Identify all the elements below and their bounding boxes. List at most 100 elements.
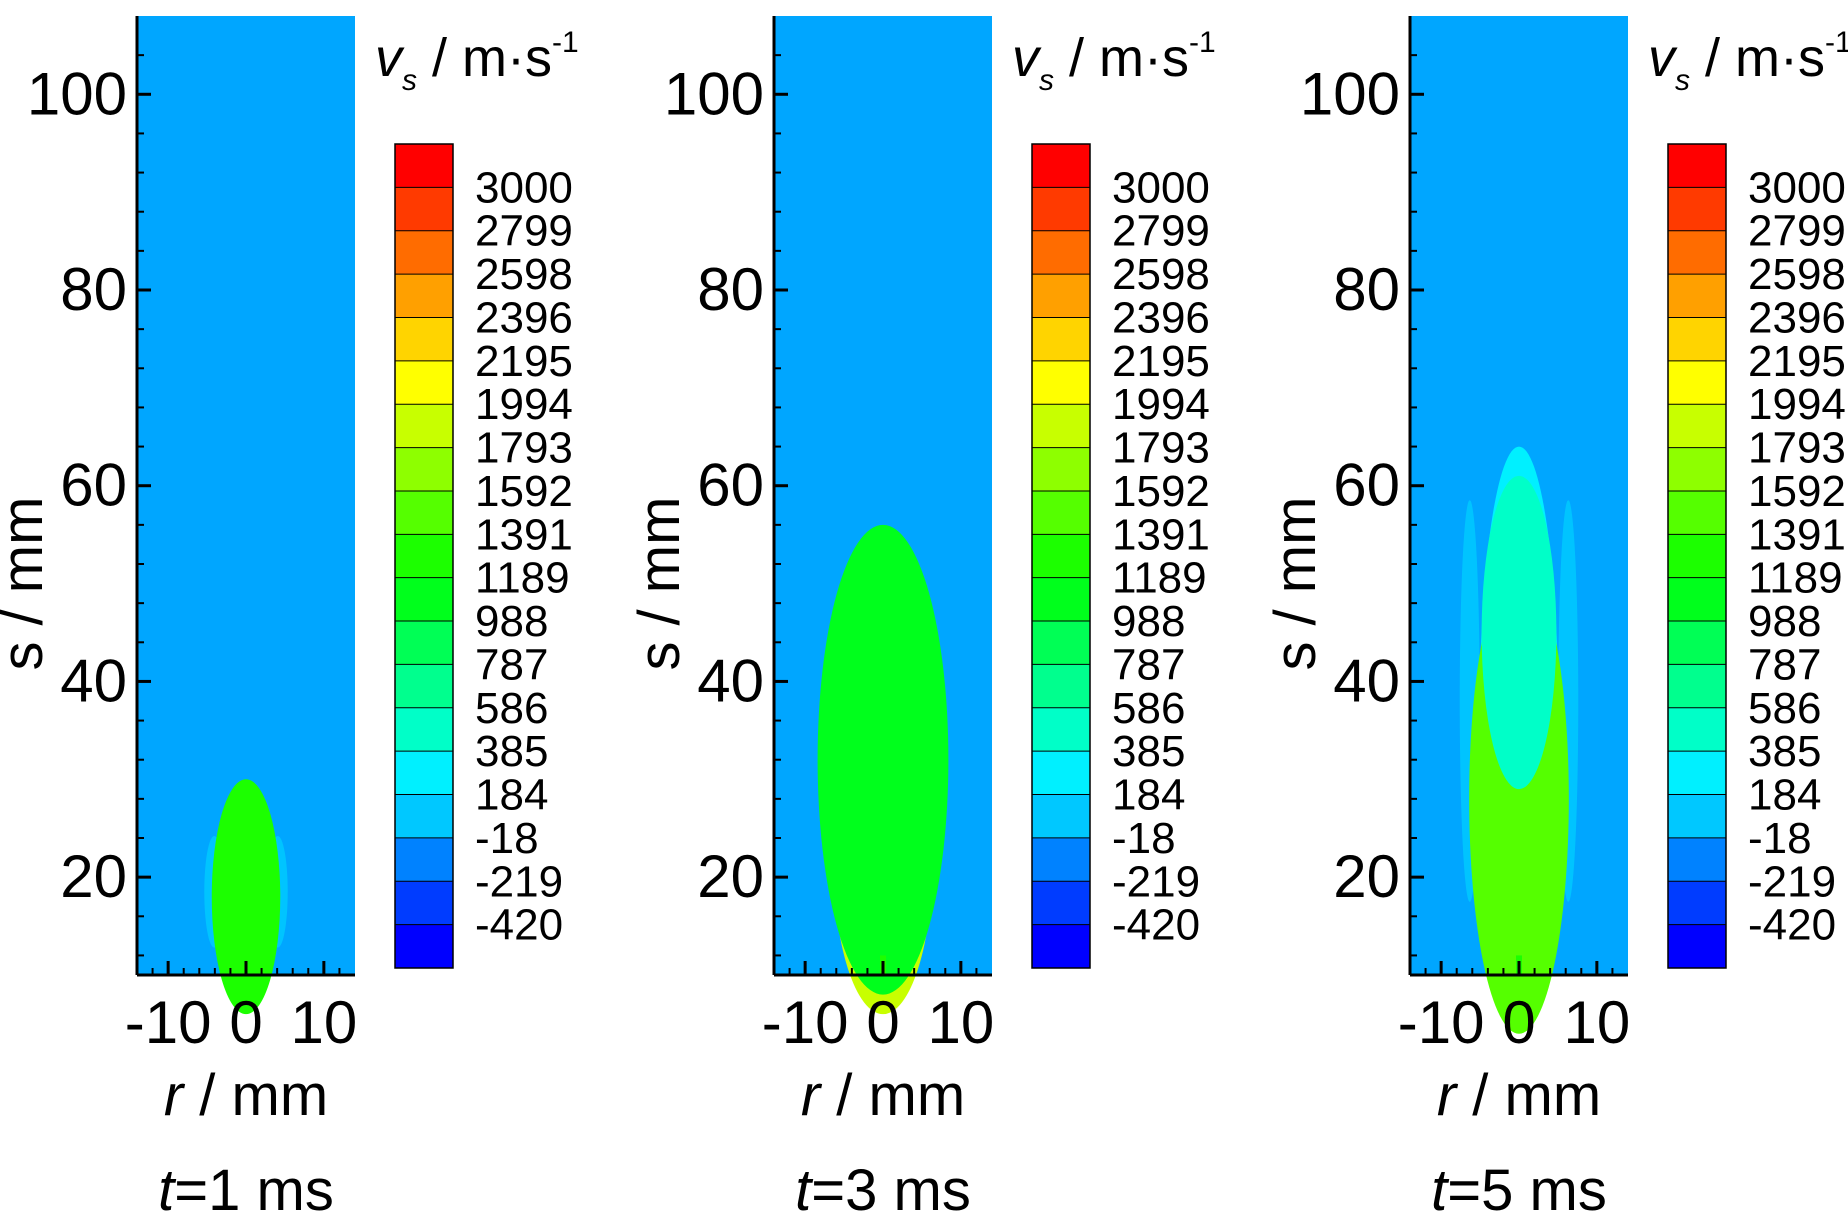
colorbar-level-label: -420 (475, 901, 563, 950)
colorbar-swatch (1032, 751, 1090, 796)
colorbar-swatch (395, 274, 453, 318)
colorbar-title: vs / m·s-1 (1012, 26, 1216, 97)
x-tick-label: 10 (1563, 989, 1630, 1056)
colorbar-swatch (1032, 490, 1090, 535)
colorbar-level-label: 184 (1112, 771, 1185, 820)
colorbar-swatch (1032, 230, 1090, 275)
colorbar-title-var: v (1648, 28, 1678, 88)
colorbar-swatch (395, 621, 453, 665)
y-tick-label: 20 (697, 843, 764, 910)
colorbar-swatch (1032, 881, 1090, 926)
y-tick-label: 60 (697, 452, 764, 519)
y-axis-title: s / mm (1263, 497, 1328, 671)
colorbar-swatch (1668, 317, 1726, 362)
colorbar-swatch (1032, 404, 1090, 449)
colorbar-swatch (1668, 881, 1726, 926)
colorbar-swatch (1668, 404, 1726, 449)
colorbar-level-label: 2195 (1748, 337, 1846, 386)
panel-caption: t=1 ms (158, 1158, 334, 1216)
colorbar-level-label: 2195 (475, 337, 573, 386)
colorbar-swatch (1668, 447, 1726, 492)
colorbar-swatch (395, 751, 453, 796)
colorbar-swatch (1032, 924, 1090, 969)
y-tick-label: 100 (1300, 60, 1400, 127)
y-tick-label: 20 (1333, 843, 1400, 910)
colorbar-level-label: 1994 (1748, 380, 1846, 429)
colorbar-level-label: 586 (1748, 684, 1821, 733)
colorbar-title-unit: / m·s (1054, 28, 1189, 88)
colorbar-title-unit: / m·s (417, 28, 552, 88)
colorbar-swatch (1032, 274, 1090, 318)
colorbar-swatch (1032, 707, 1090, 752)
colorbar-swatch (1032, 187, 1090, 232)
x-axis-title: r / mm (164, 1063, 328, 1128)
colorbar-level-label: -18 (475, 814, 539, 863)
colorbar-level-label: 2598 (475, 250, 573, 299)
colorbar-swatch (395, 230, 453, 275)
y-axis-title: s / mm (0, 497, 55, 671)
colorbar-level-label: 385 (1748, 727, 1821, 776)
colorbar-swatch (1668, 360, 1726, 405)
colorbar-swatch (1032, 577, 1090, 622)
x-axis-title-var: r (1437, 1063, 1459, 1128)
y-tick-label: 40 (697, 647, 764, 714)
colorbar-swatch (1668, 490, 1726, 535)
colorbar-level-label: 787 (475, 640, 548, 689)
colorbar-level-label: 3000 (1748, 163, 1846, 212)
colorbar-title-sub: s (1039, 64, 1054, 97)
colorbar-swatch (1668, 621, 1726, 665)
panel-caption-rest: =5 ms (1447, 1158, 1607, 1216)
x-axis-title-unit: / mm (1456, 1063, 1601, 1128)
colorbar-swatch (395, 707, 453, 752)
colorbar-title: vs / m·s-1 (1648, 26, 1848, 97)
colorbar-swatch (1668, 534, 1726, 579)
colorbar-title-var: v (375, 28, 405, 88)
x-tick-label: 10 (927, 989, 994, 1056)
colorbar-title-exp: -1 (1189, 26, 1216, 59)
colorbar-level-label: 586 (1112, 684, 1185, 733)
x-tick-label: 0 (229, 989, 262, 1056)
colorbar-level-label: 184 (1748, 771, 1821, 820)
colorbar-level-label: -420 (1748, 901, 1836, 950)
colorbar-swatch (1668, 707, 1726, 752)
colorbar-level-label: 2598 (1112, 250, 1210, 299)
colorbar-swatch (395, 404, 453, 449)
panel-caption-rest: =3 ms (811, 1158, 971, 1216)
x-tick-label: -10 (762, 989, 849, 1056)
colorbar-swatch (1668, 664, 1726, 709)
colorbar-level-label: -219 (1112, 857, 1200, 906)
x-tick-label: 10 (290, 989, 357, 1056)
colorbar-level-label: 2598 (1748, 250, 1846, 299)
y-tick-label: 40 (60, 647, 127, 714)
colorbar-level-label: 1189 (1112, 554, 1207, 603)
colorbar-level-label: 385 (1112, 727, 1185, 776)
colorbar-level-label: 2799 (1748, 207, 1846, 256)
colorbar-level-label: -420 (1112, 901, 1200, 950)
colorbar-swatch (1032, 621, 1090, 665)
colorbar-level-label: -18 (1112, 814, 1176, 863)
colorbar-title-sub: s (1675, 64, 1690, 97)
y-tick-label: 100 (664, 60, 764, 127)
y-tick-label: 80 (697, 256, 764, 323)
colorbar-swatch (1032, 794, 1090, 839)
panel-caption-var: t (1431, 1158, 1450, 1216)
jet-contour-1 (211, 779, 281, 1015)
colorbar-swatch (1032, 447, 1090, 492)
y-tick-label: 40 (1333, 647, 1400, 714)
colorbar-level-label: 1793 (1112, 424, 1210, 473)
y-tick-label: 80 (1333, 256, 1400, 323)
colorbar-level-label: 787 (1112, 640, 1185, 689)
colorbar-frame (1667, 143, 1727, 969)
colorbar-swatch (395, 490, 453, 535)
colorbar-level-label: 3000 (475, 163, 573, 212)
colorbar-title-sub: s (402, 64, 417, 97)
colorbar-level-label: -18 (1748, 814, 1812, 863)
colorbar-level-label: 2396 (1748, 293, 1846, 342)
colorbar-level-label: 1391 (1112, 510, 1210, 559)
colorbar-swatch (1668, 144, 1726, 188)
panel-caption-var: t (795, 1158, 814, 1216)
colorbar-title-exp: -1 (552, 26, 579, 59)
